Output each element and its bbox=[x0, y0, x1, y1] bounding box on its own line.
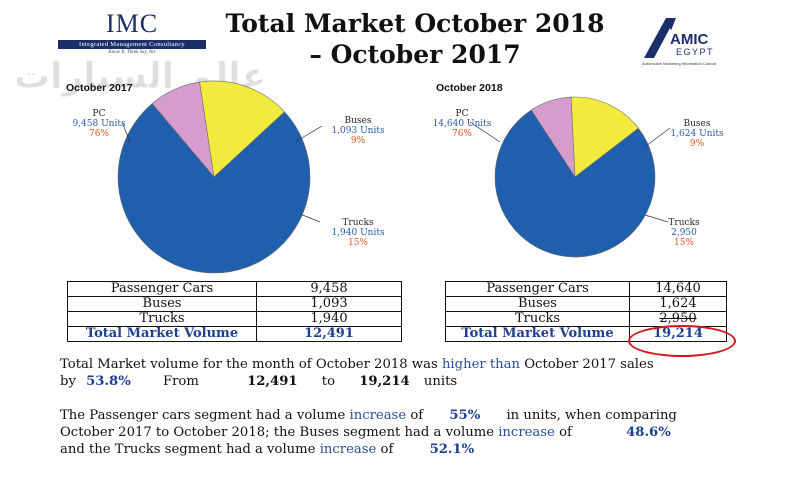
summary-text: October 2017 sales bbox=[524, 357, 654, 372]
imc-logo-text: IMC bbox=[105, 9, 159, 38]
row-value: 14,640 bbox=[629, 281, 727, 297]
summary-text: of bbox=[559, 425, 572, 440]
title-line-1: Total Market October 2018 bbox=[225, 9, 605, 38]
summary-text: to bbox=[321, 374, 336, 389]
highlight-circle bbox=[628, 325, 736, 357]
row-value: 1,093 bbox=[256, 296, 402, 312]
slice-label-percent: 15% bbox=[674, 238, 694, 248]
slice-label-percent: 76% bbox=[89, 129, 109, 139]
summary-line-3: The Passenger cars segment had a volume … bbox=[60, 407, 677, 424]
leader-line bbox=[645, 127, 671, 147]
imc-logo-tagline: Know It, Think Say, Act bbox=[108, 50, 156, 55]
summary-highlight: increase bbox=[349, 408, 407, 423]
slice-label-name: Buses bbox=[684, 119, 711, 129]
slice-label-units: 14,640 Units bbox=[433, 119, 492, 129]
summary-highlight: increase bbox=[319, 442, 377, 457]
slice-label-name: PC bbox=[456, 109, 469, 119]
slice-label-percent: 9% bbox=[351, 136, 366, 146]
row-label: Trucks bbox=[67, 311, 257, 327]
row-label: Passenger Cars bbox=[67, 281, 257, 297]
total-label: Total Market Volume bbox=[67, 326, 257, 342]
from-value: 12,491 bbox=[247, 374, 298, 389]
amic-logo: AMIC EGYPT Automotive Marketing Informat… bbox=[642, 18, 716, 66]
pie-slice-pc bbox=[117, 103, 311, 274]
summary-highlight: higher than bbox=[441, 357, 521, 372]
slice-label-name: Buses bbox=[345, 116, 372, 126]
total-label: Total Market Volume bbox=[445, 326, 630, 342]
slice-label-units: 1,940 Units bbox=[331, 228, 385, 238]
pie-2018-title: October 2018 bbox=[436, 82, 503, 94]
summary-text: October 2017 to October 2018; the Buses … bbox=[60, 425, 495, 440]
amic-logo-mark bbox=[644, 18, 676, 58]
page-title: Total Market October 2018 – October 2017 bbox=[200, 8, 630, 70]
table-row: Buses 1,093 bbox=[67, 296, 402, 312]
row-value: 1,940 bbox=[256, 311, 402, 327]
slice-label-name: PC bbox=[93, 109, 106, 119]
pie-slice-trucks bbox=[199, 80, 285, 178]
slice-label-units: 2,950 bbox=[671, 228, 697, 238]
table-total-row: Total Market Volume 12,491 bbox=[67, 326, 402, 342]
summary-text: of bbox=[410, 408, 424, 423]
summary-text: units bbox=[423, 374, 458, 389]
to-value: 19,214 bbox=[359, 374, 410, 389]
summary-text: of bbox=[380, 442, 394, 457]
summary-line-4: October 2017 to October 2018; the Buses … bbox=[60, 424, 671, 441]
slice-label-units: 9,458 Units bbox=[72, 119, 126, 129]
summary-text: Total Market volume for the month of Oct… bbox=[60, 357, 438, 372]
leader-line bbox=[469, 121, 501, 143]
pc-growth-percent: 55% bbox=[449, 408, 481, 423]
summary-line-2: by 53.8% From 12,491 to 19,214 units bbox=[60, 373, 457, 390]
title-line-2: – October 2017 bbox=[309, 40, 521, 69]
row-label: Passenger Cars bbox=[445, 281, 630, 297]
slice-label-units: 1,093 Units bbox=[331, 126, 385, 136]
table-row: Trucks 1,940 bbox=[67, 311, 402, 327]
row-value: 9,458 bbox=[256, 281, 402, 297]
slice-label-name: Trucks bbox=[342, 218, 374, 228]
pie-slice-pc bbox=[494, 109, 656, 258]
leader-line bbox=[644, 214, 669, 223]
imc-logo-subtitle: Integrated Management Consultancy bbox=[58, 40, 206, 49]
table-row: Passenger Cars 14,640 bbox=[445, 281, 727, 297]
trucks-growth-percent: 52.1% bbox=[429, 442, 475, 457]
leader-line bbox=[294, 125, 323, 143]
slice-label-percent: 76% bbox=[452, 129, 472, 139]
slice-label-percent: 15% bbox=[348, 238, 368, 248]
amic-logo-country: EGYPT bbox=[676, 47, 714, 57]
summary-text: The Passenger cars segment had a volume bbox=[60, 408, 346, 423]
summary-text: and the Trucks segment had a volume bbox=[60, 442, 316, 457]
slice-label-units: 1,624 Units bbox=[670, 129, 724, 139]
amic-logo-tagline: Automotive Marketing Information Council bbox=[642, 61, 716, 66]
row-label: Trucks bbox=[445, 311, 630, 327]
market-table-2017: Passenger Cars 9,458 Buses 1,093 Trucks … bbox=[67, 281, 402, 342]
summary-line-5: and the Trucks segment had a volume incr… bbox=[60, 441, 474, 458]
table-row: Trucks 2,950 bbox=[445, 311, 727, 327]
buses-growth-percent: 48.6% bbox=[626, 425, 671, 440]
row-value: 1,624 bbox=[629, 296, 727, 312]
summary-text: From bbox=[162, 374, 199, 389]
pie-2017-title: October 2017 bbox=[66, 82, 133, 94]
slice-label-name: Trucks bbox=[668, 218, 700, 228]
row-label: Buses bbox=[445, 296, 630, 312]
total-value: 12,491 bbox=[256, 326, 402, 342]
amic-logo-text: AMIC bbox=[670, 31, 708, 48]
pie-slice-trucks bbox=[570, 96, 639, 178]
summary-text: in units, when comparing bbox=[506, 408, 677, 423]
summary-text: by bbox=[60, 374, 76, 389]
table-row: Passenger Cars 9,458 bbox=[67, 281, 402, 297]
slice-label-percent: 9% bbox=[690, 139, 705, 149]
leader-line bbox=[299, 213, 321, 223]
growth-percent: 53.8% bbox=[86, 374, 131, 389]
table-row: Buses 1,624 bbox=[445, 296, 727, 312]
leader-line bbox=[121, 121, 131, 143]
summary-line-1: Total Market volume for the month of Oct… bbox=[60, 356, 654, 373]
imc-logo: IMC Integrated Management Consultancy Kn… bbox=[58, 10, 206, 55]
summary-highlight: increase bbox=[498, 425, 555, 440]
row-label: Buses bbox=[67, 296, 257, 312]
